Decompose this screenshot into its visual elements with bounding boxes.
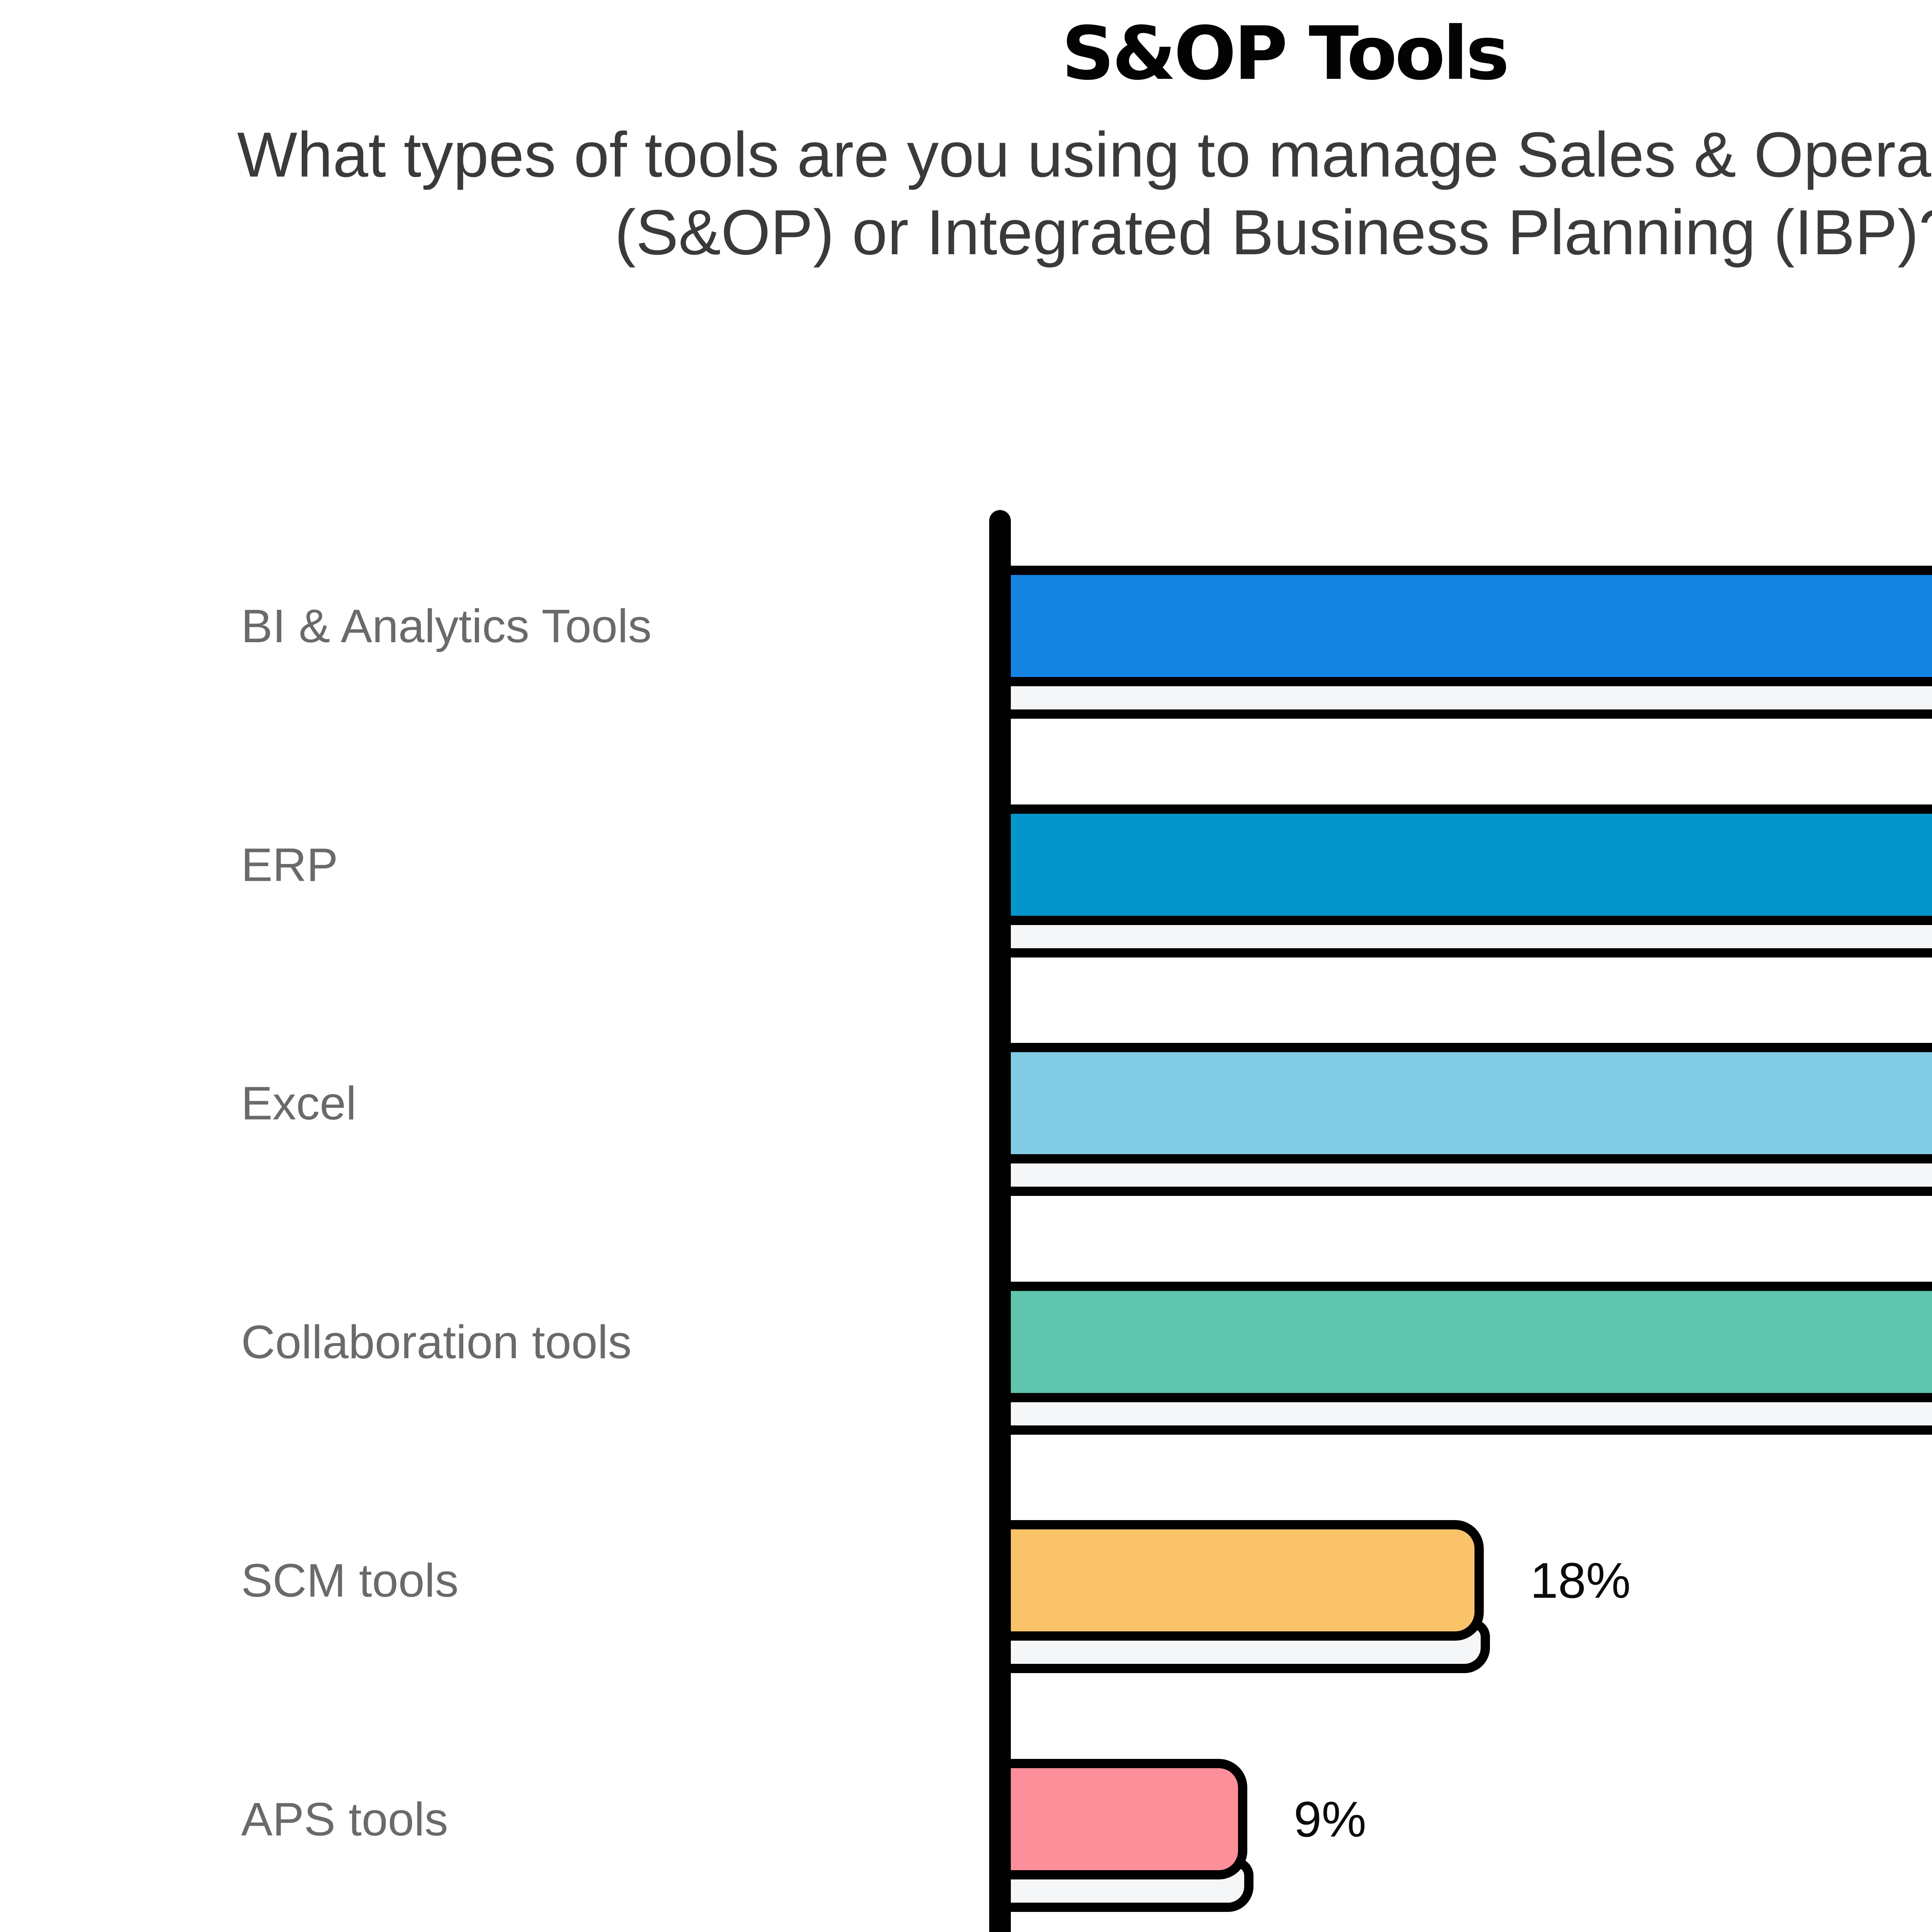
bar-scm-tools bbox=[1011, 1520, 1484, 1641]
category-label: Collaboration tools bbox=[241, 1315, 632, 1368]
bar-excel bbox=[1011, 1043, 1932, 1163]
category-label: APS tools bbox=[241, 1793, 448, 1845]
value-label: 9% bbox=[1294, 1791, 1366, 1847]
category-label: SCM tools bbox=[241, 1554, 459, 1607]
bar-collaboration-tools bbox=[1011, 1281, 1932, 1402]
category-label: Excel bbox=[241, 1077, 357, 1129]
bar-erp bbox=[1011, 804, 1932, 925]
y-axis-line bbox=[989, 510, 1011, 1932]
chart-subtitle: What types of tools are you using to man… bbox=[0, 116, 1932, 272]
chart-title: S&OP Tools bbox=[1061, 11, 1509, 96]
chart-subtitle-line1: What types of tools are you using to man… bbox=[237, 119, 1932, 190]
value-label: 18% bbox=[1530, 1552, 1631, 1609]
category-label: BI & Analytics Tools bbox=[241, 600, 652, 652]
chart-subtitle-line2: (S&OP) or Integrated Business Planning (… bbox=[614, 197, 1932, 268]
category-label: ERP bbox=[241, 838, 338, 891]
bar-aps-tools bbox=[1011, 1759, 1247, 1879]
bar-bi-analytics-tools bbox=[1011, 566, 1932, 686]
